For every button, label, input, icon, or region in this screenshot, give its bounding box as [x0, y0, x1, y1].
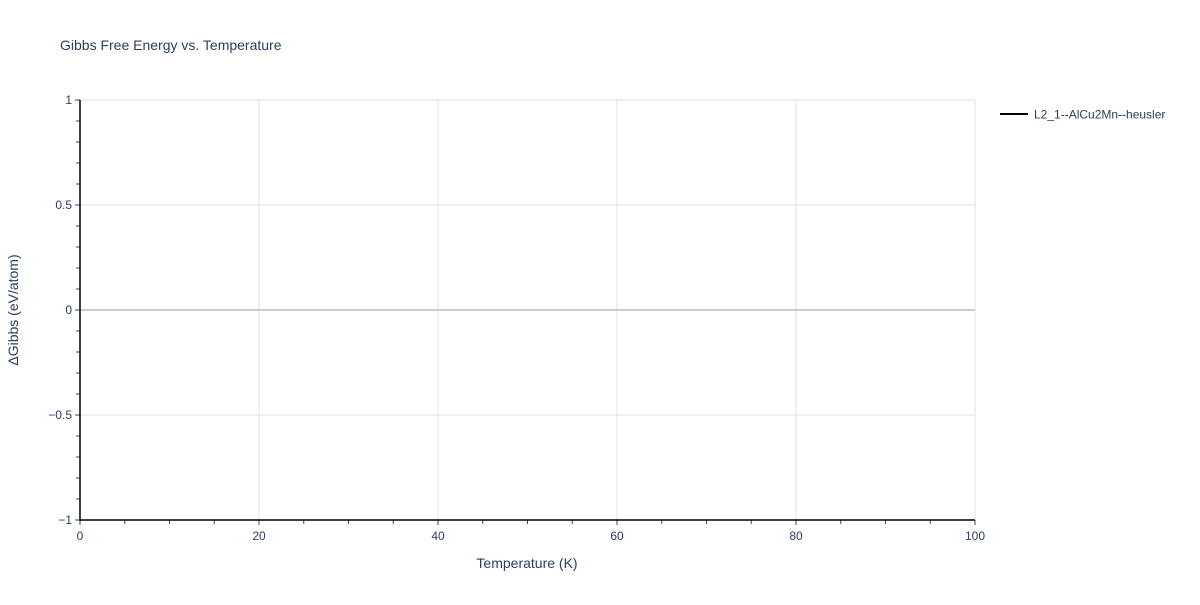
x-tick-label: 100	[965, 529, 985, 543]
y-tick-label: −0.5	[48, 408, 72, 422]
y-tick-label: 0.5	[55, 198, 72, 212]
grid	[80, 99, 976, 520]
x-tick-label: 20	[252, 529, 266, 543]
x-tick-label: 40	[431, 529, 445, 543]
y-tick-label: 0	[65, 303, 72, 317]
axes: 0 20 40 60 80 100 1 0.5 0 −0.5 −1	[48, 93, 985, 543]
y-axis-label: ΔGibbs (eV/atom)	[5, 254, 21, 365]
x-tick-label: 0	[77, 529, 84, 543]
y-tick-label: −1	[58, 513, 72, 527]
chart-title: Gibbs Free Energy vs. Temperature	[60, 37, 282, 53]
y-tick-label: 1	[65, 93, 72, 107]
x-tick-label: 80	[789, 529, 803, 543]
x-axis-label: Temperature (K)	[476, 555, 577, 571]
legend[interactable]: L2_1--AlCu2Mn--heusler	[1000, 108, 1165, 122]
x-tick-label: 60	[610, 529, 624, 543]
legend-label: L2_1--AlCu2Mn--heusler	[1034, 108, 1165, 122]
